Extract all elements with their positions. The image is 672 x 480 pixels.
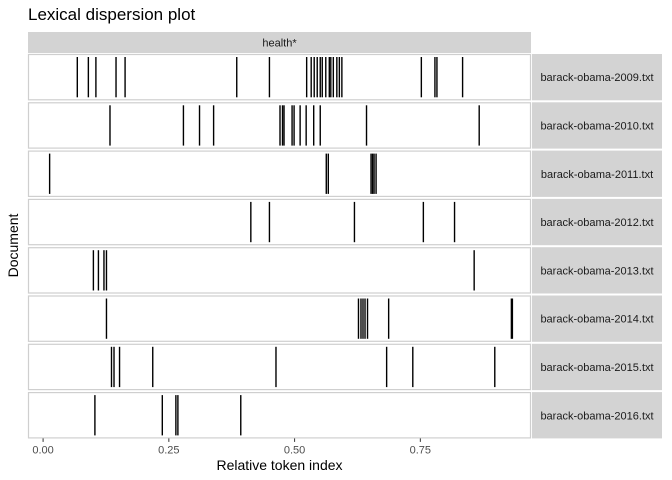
document-strip [532,392,662,439]
document-panel: barack-obama-2012.txt [27,198,662,246]
y-axis-label: Document [5,213,21,277]
document-panel: barack-obama-2010.txt [27,102,662,149]
x-tick-label: 0.25 [158,444,179,456]
panel-background [27,150,532,198]
facet-label: health* [262,38,297,50]
panel-background [27,392,532,439]
x-tick-label: 0.50 [284,444,305,456]
panel-background [27,295,532,342]
document-strip [532,198,662,246]
panel-background [27,247,532,294]
document-strip [532,295,662,342]
facet-strip: health* [28,32,531,53]
document-strip [532,247,662,294]
panel-background [27,343,532,391]
facet-strip-background [28,32,531,53]
panel-background [27,198,532,246]
document-strip [532,343,662,391]
document-strip [532,150,662,197]
x-axis-label: Relative token index [216,457,342,473]
x-tick-label: 0.75 [410,444,431,456]
document-label: barack-obama-2016.txt [540,410,653,422]
chart-title: Lexical dispersion plot [28,5,196,24]
document-panel: barack-obama-2009.txt [27,53,662,101]
document-panel: barack-obama-2015.txt [27,343,662,391]
panels: barack-obama-2009.txt barack-obama-2010.t… [27,53,662,439]
document-label: barack-obama-2011.txt [541,169,653,181]
document-label: barack-obama-2010.txt [540,120,653,132]
document-label: barack-obama-2009.txt [540,72,653,84]
panel-background [27,53,532,101]
document-label: barack-obama-2014.txt [540,314,653,326]
document-label: barack-obama-2012.txt [540,217,653,229]
document-label: barack-obama-2015.txt [540,362,653,374]
document-panel: barack-obama-2011.txt [27,150,662,198]
document-panel: barack-obama-2013.txt [27,247,662,294]
x-axis: 0.00 0.25 0.50 0.75 [32,438,431,456]
document-strip [532,54,662,101]
document-panel: barack-obama-2014.txt [27,295,662,342]
x-tick-label: 0.00 [32,444,53,456]
document-panel: barack-obama-2016.txt [27,392,662,439]
document-strip [532,102,662,149]
document-label: barack-obama-2013.txt [540,265,653,277]
